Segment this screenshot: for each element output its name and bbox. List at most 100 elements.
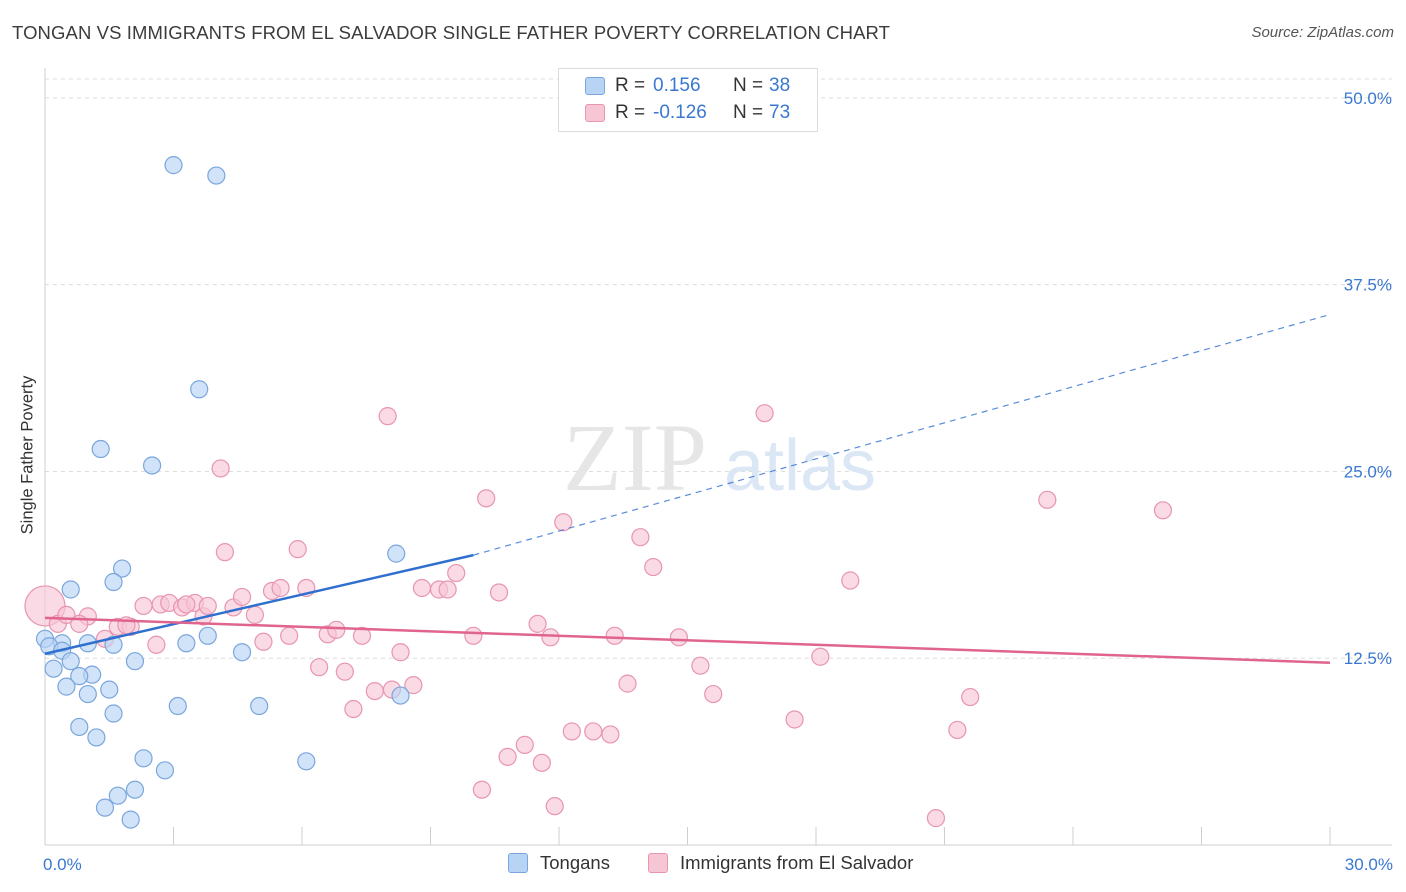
- tongan-trend-line: [44, 553, 474, 655]
- salvador-point: [841, 571, 860, 590]
- salvador-points: [24, 404, 1173, 828]
- salvador-point: [280, 626, 299, 645]
- salvador-point: [344, 699, 363, 719]
- legend-n-value: 38: [769, 75, 791, 96]
- salvador-point: [134, 596, 153, 616]
- salvador-point: [464, 626, 483, 645]
- bottom-legend-label: Immigrants from El Salvador: [680, 852, 914, 873]
- salvador-point: [545, 797, 564, 816]
- tongan-point: [57, 677, 76, 696]
- tongan-point: [250, 696, 269, 716]
- tongan-points: [35, 156, 410, 829]
- axis-layer: 12.5% 25.0% 37.5% 50.0% 0.0% 30.0%: [43, 68, 1393, 874]
- watermark-atlas: atlas: [724, 426, 876, 506]
- y-axis-label: Single Father Poverty: [18, 375, 37, 535]
- salvador-point: [948, 720, 967, 740]
- salvador-point: [352, 626, 372, 645]
- tongan-point: [104, 572, 123, 592]
- tongan-point: [91, 439, 110, 459]
- tongan-point: [125, 652, 145, 671]
- salvador-point: [472, 780, 491, 799]
- salvador-point: [391, 643, 410, 662]
- salvador-point: [811, 647, 830, 666]
- salvador-point: [532, 753, 551, 772]
- bottom-legend-swatch-tongans: [508, 853, 528, 873]
- legend-r-value: 0.156: [653, 75, 701, 96]
- salvador-point: [562, 722, 581, 741]
- x-tick-label: 30.0%: [1345, 855, 1393, 874]
- tongan-point: [155, 761, 175, 780]
- legend-r-label: R =: [615, 75, 646, 96]
- salvador-point: [631, 528, 650, 547]
- salvador-point: [288, 540, 307, 559]
- y-tick-label: 12.5%: [1344, 649, 1392, 668]
- legend-n-label: N =: [733, 102, 764, 123]
- legend-swatch-tongans: [585, 77, 605, 95]
- salvador-point: [704, 684, 723, 704]
- salvador-point: [232, 587, 252, 607]
- salvador-point: [211, 459, 230, 478]
- salvador-point: [691, 656, 710, 675]
- bottom-legend-label: Tongans: [540, 852, 610, 873]
- legend-swatch-salvador: [585, 104, 605, 122]
- bottom-legend-swatch-salvador: [648, 853, 668, 873]
- salvador-point: [961, 687, 980, 707]
- salvador-point: [378, 407, 397, 426]
- tongan-point: [297, 752, 316, 771]
- salvador-point: [271, 578, 290, 598]
- salvador-point: [554, 513, 573, 532]
- salvador-point: [755, 404, 774, 423]
- salvador-point: [644, 557, 663, 577]
- tongan-point: [108, 786, 127, 805]
- tongan-point: [87, 728, 106, 747]
- salvador-point: [584, 722, 603, 741]
- tongan-point: [391, 686, 410, 705]
- tongan-point: [164, 156, 183, 175]
- y-tick-label: 37.5%: [1344, 276, 1392, 295]
- tongan-point: [70, 667, 89, 686]
- tongan-point: [44, 659, 63, 678]
- tongan-point: [134, 749, 153, 768]
- tongan-point: [232, 643, 252, 662]
- chart-title: TONGAN VS IMMIGRANTS FROM EL SALVADOR SI…: [12, 22, 891, 43]
- salvador-point: [601, 725, 620, 744]
- tongan-point: [177, 634, 196, 653]
- tongan-point: [104, 704, 123, 723]
- tongan-point: [61, 580, 80, 599]
- tongan-point: [125, 780, 145, 799]
- salvador-point: [412, 578, 432, 598]
- chart-source: Source: ZipAtlas.com: [1251, 24, 1394, 41]
- tongan-point: [198, 626, 217, 645]
- tongan-point: [95, 798, 115, 817]
- salvador-point: [785, 710, 804, 729]
- salvador-point: [541, 628, 560, 647]
- salvador-point: [147, 635, 166, 654]
- salvador-point: [365, 681, 384, 701]
- salvador-point: [669, 628, 689, 647]
- trend-lines: [44, 313, 1331, 664]
- tongan-point: [104, 635, 123, 654]
- salvador-point: [198, 596, 217, 616]
- legend-n-label: N =: [733, 75, 764, 96]
- salvador-point: [254, 632, 273, 651]
- legend-n-value: 73: [769, 102, 791, 123]
- tongan-point: [100, 680, 119, 699]
- tongan-trend-extension: [473, 313, 1331, 556]
- salvador-point: [327, 620, 346, 639]
- correlation-legend: R = 0.156 N = 38 R = -0.126 N = 73: [558, 68, 818, 132]
- x-tick-label: 0.0%: [43, 855, 82, 874]
- salvador-point: [404, 676, 423, 695]
- tongan-point: [121, 810, 140, 829]
- grid-layer: [45, 78, 1392, 659]
- y-tick-label: 25.0%: [1344, 462, 1392, 481]
- salvador-point: [605, 626, 624, 645]
- salvador-point: [926, 809, 946, 828]
- salvador-point: [489, 583, 509, 602]
- salvador-point: [447, 563, 466, 583]
- salvador-point: [498, 747, 517, 766]
- tongan-point: [142, 456, 162, 475]
- salvador-point: [177, 595, 196, 614]
- tongan-point: [70, 717, 89, 737]
- legend-r-label: R =: [615, 102, 646, 123]
